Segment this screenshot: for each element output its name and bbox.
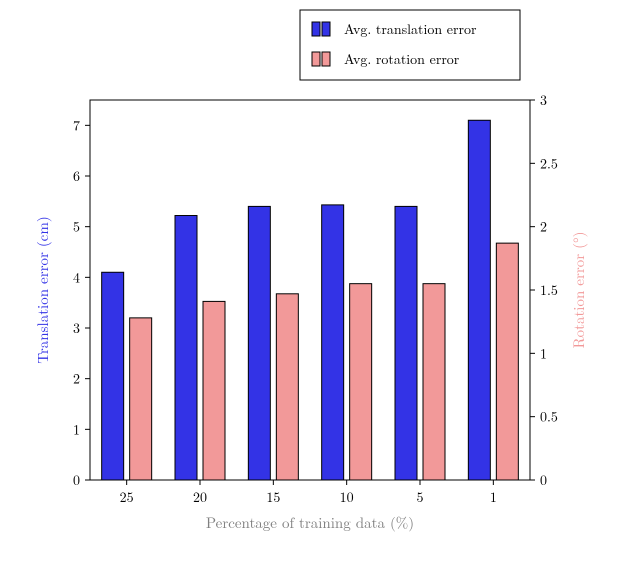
y-left-tick-label: 6	[73, 166, 80, 186]
y-right-tick-label: 2	[540, 217, 547, 237]
x-tick-label: 1	[490, 487, 497, 507]
y-right-tick-label: 0	[540, 470, 547, 490]
x-tick-label: 20	[193, 487, 207, 507]
y-left-tick-label: 5	[73, 217, 80, 237]
y-left-tick-label: 3	[73, 318, 80, 338]
y-right-tick-label: 3	[540, 90, 547, 110]
legend-label: Avg. translation error	[344, 19, 477, 39]
y-right-tick-label: 1.5	[540, 280, 558, 300]
bar-rotation	[423, 284, 445, 480]
y-left-tick-label: 0	[73, 470, 80, 490]
x-tick-label: 25	[120, 487, 134, 507]
x-tick-label: 5	[417, 487, 424, 507]
bar-rotation	[496, 243, 518, 480]
legend-swatch	[322, 22, 330, 36]
bar-translation	[468, 120, 490, 480]
chart-container: 0 1 2 3 4 5 6 7 0 0.5 1 1.5 2 2.5 3 25 20 15 10 5 1 Percentag…	[0, 0, 620, 574]
bar-translation	[248, 206, 270, 480]
y-left-tick-label: 1	[73, 419, 80, 439]
legend-swatch	[312, 22, 320, 36]
y-right-tick-label: 1	[540, 343, 547, 363]
bar-rotation	[350, 284, 372, 480]
bar-rotation	[203, 301, 225, 480]
bar-translation	[175, 216, 197, 480]
legend-swatch	[322, 52, 330, 66]
x-tick-label: 10	[340, 487, 354, 507]
y-right-axis-label: Rotation error (°)	[568, 232, 589, 349]
y-right-tick-label: 2.5	[540, 153, 558, 173]
y-left-tick-label: 7	[73, 115, 80, 135]
x-axis-label: Percentage of training data (%)	[206, 512, 414, 533]
y-left-axis-label: Translation error (cm)	[32, 216, 53, 363]
y-left-tick-label: 2	[73, 369, 80, 389]
bar-translation	[395, 206, 417, 480]
y-right-tick-label: 0.5	[540, 407, 558, 427]
legend-swatch	[312, 52, 320, 66]
legend: Avg. translation error Avg. rotation erro…	[300, 10, 520, 80]
chart-svg: 0 1 2 3 4 5 6 7 0 0.5 1 1.5 2 2.5 3 25 20 15 10 5 1 Percentag…	[0, 0, 620, 574]
plot-border	[90, 100, 530, 480]
bar-translation	[102, 272, 124, 480]
bar-translation	[322, 205, 344, 480]
bar-rotation	[130, 318, 152, 480]
x-tick-label: 15	[266, 487, 280, 507]
y-left-tick-label: 4	[73, 267, 80, 287]
bar-rotation	[276, 294, 298, 480]
legend-label: Avg. rotation error	[344, 49, 460, 69]
